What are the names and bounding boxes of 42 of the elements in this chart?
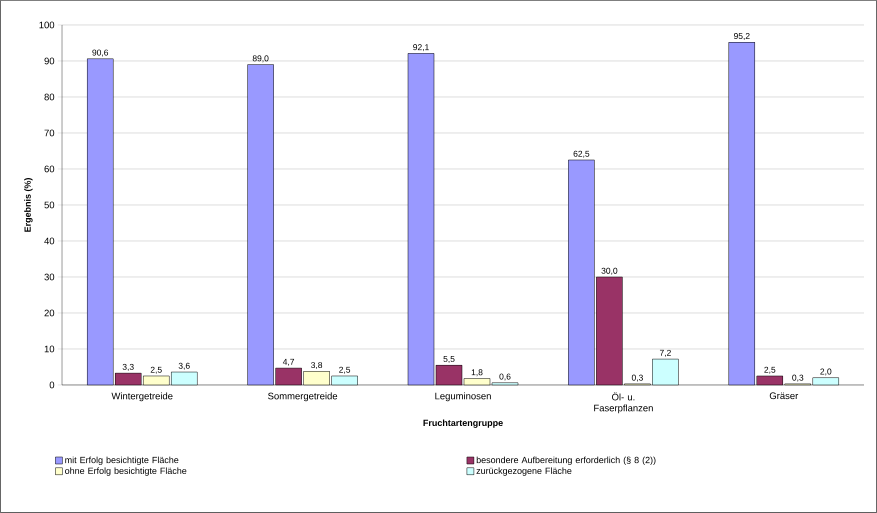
legend-label: mit Erfolg besichtigte Fläche — [65, 456, 178, 465]
legend-label: besondere Aufbereitung erforderlich (§ 8 (2)) — [476, 456, 656, 465]
y-axis-title: Ergebnis (%) — [24, 178, 33, 232]
data-label: 7,2 — [660, 350, 671, 357]
y-tick-label: 20 — [44, 310, 54, 316]
x-tick-label: Öl- u. Faserpflanzen — [594, 392, 653, 414]
data-label: 62,5 — [574, 150, 590, 158]
data-label: 1,8 — [472, 369, 483, 376]
data-label: 0,6 — [499, 374, 511, 381]
data-label: 2,0 — [820, 368, 832, 376]
x-axis-title: Fruchtartengruppe — [424, 419, 503, 428]
data-label: 5,5 — [443, 356, 455, 363]
data-label: 0,3 — [632, 374, 643, 382]
data-label: 89,0 — [252, 55, 269, 62]
legend-label: ohne Erfolg besichtigte Fläche — [65, 467, 186, 476]
data-label: 92,1 — [413, 44, 429, 52]
data-label: 30,0 — [601, 268, 618, 275]
x-tick-label: Leguminosen — [435, 392, 491, 402]
y-tick-label: 70 — [44, 130, 54, 136]
x-tick-label: Gräser — [770, 392, 798, 400]
y-tick-label: 0 — [50, 382, 54, 388]
data-label: 0,3 — [792, 374, 804, 382]
data-label: 3,8 — [311, 362, 322, 370]
data-label: 2,5 — [150, 366, 162, 374]
x-tick-label: Sommergetreide — [268, 392, 338, 402]
data-label: 95,2 — [734, 33, 750, 40]
data-label: 3,6 — [178, 362, 190, 370]
data-label: 3,3 — [122, 364, 134, 371]
y-tick-label: 50 — [44, 202, 54, 208]
y-tick-label: 40 — [44, 238, 54, 244]
data-label: 4,7 — [282, 358, 294, 366]
y-tick-label: 100 — [39, 22, 54, 28]
y-tick-label: 60 — [44, 166, 54, 172]
y-tick-label: 10 — [44, 346, 54, 352]
data-label: 90,6 — [92, 50, 108, 57]
y-tick-label: 90 — [44, 58, 54, 64]
legend-label: zurückgezogene Fläche — [476, 467, 572, 476]
y-tick-label: 30 — [44, 274, 54, 280]
data-label: 2,5 — [339, 366, 350, 374]
y-tick-label: 80 — [44, 94, 54, 100]
x-tick-label: Wintergetreide — [111, 392, 173, 402]
data-label: 2,5 — [764, 366, 776, 374]
